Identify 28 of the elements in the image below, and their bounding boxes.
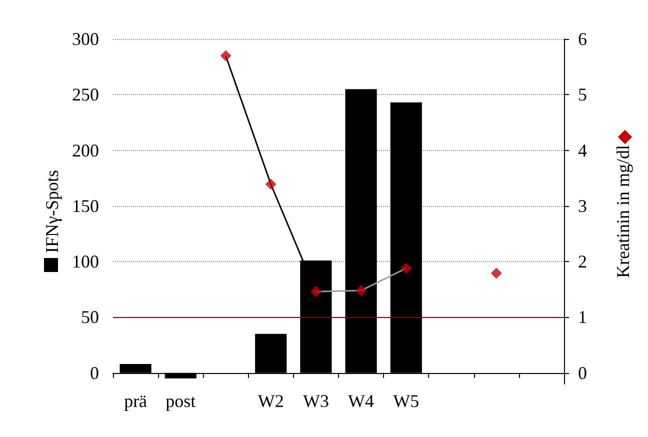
x-tick-label: post [166,391,196,411]
y-tick-label: 150 [72,196,99,216]
point [490,268,502,279]
y2-tick-label: 4 [578,140,587,160]
y2-tick-label: 2 [578,252,587,272]
point [310,286,322,298]
y-tick-label: 100 [72,252,99,272]
y2-tick-label: 5 [578,84,587,105]
point [356,285,367,296]
y-tick-label: 200 [72,140,99,160]
x-tick-label: W3 [302,391,329,411]
y2-tick-label: 3 [578,196,587,216]
y-axis-title: IFNγ-Spots [42,170,62,253]
y-tick-label: 50 [81,307,99,328]
y-tick-label: 0 [90,362,99,383]
x-tick-label: W4 [348,391,374,411]
y2-axis-title: Kreatinin in mg/dl [613,145,633,278]
point [220,50,232,62]
x-tick-label: prä [124,391,148,411]
point [400,262,412,274]
y2-tick-label: 0 [578,362,587,383]
y2-tick-label: 1 [578,307,587,328]
x-tick-label: W2 [258,391,284,411]
y-tick-label: 250 [72,84,99,105]
y2-tick-label: 6 [578,29,587,49]
y-tick-label: 300 [72,29,99,49]
point [265,178,276,190]
x-tick-label: W5 [393,391,420,411]
